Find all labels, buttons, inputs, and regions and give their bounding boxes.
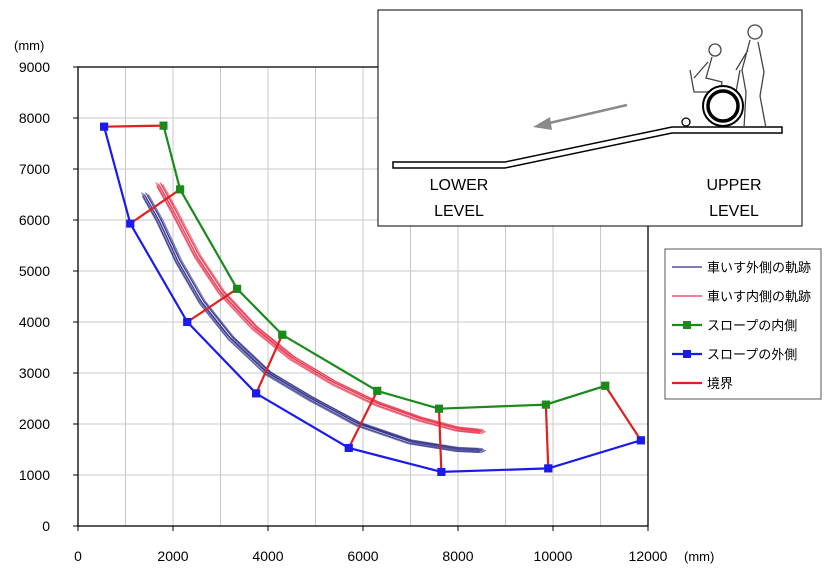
x-tick-label: 4000: [252, 548, 283, 564]
boundary-segment: [437, 408, 443, 472]
x-tick-label: 8000: [442, 548, 473, 564]
legend-label: 境界: [707, 377, 733, 392]
data-point-marker: [601, 381, 610, 390]
data-point-marker: [233, 284, 242, 293]
x-axis-unit: (mm): [684, 549, 714, 564]
legend-label: スロープの内側: [707, 318, 797, 334]
x-tick-label: 0: [74, 548, 82, 564]
trajectory-line: [142, 195, 480, 453]
x-tick-label: 10000: [534, 548, 573, 564]
data-point-marker: [435, 404, 443, 413]
trajectory-line: [145, 196, 483, 454]
boundary-segment: [186, 287, 238, 323]
data-point-marker: [544, 464, 553, 473]
x-tick-label: 2000: [157, 548, 188, 564]
data-point-marker: [126, 219, 135, 228]
boundary-segment: [544, 404, 550, 469]
legend-label: 車いす外側の軌跡: [707, 260, 811, 276]
legend-label: スロープの外側: [707, 348, 797, 363]
data-point-marker: [176, 185, 185, 194]
boundary-segment: [129, 188, 181, 225]
trajectory-line: [162, 184, 486, 433]
series-2-markers-top: [159, 121, 610, 413]
y-axis-ticks: 0 1000 2000 3000 4000 5000 6000 7000 8000 9000: [19, 59, 78, 534]
trajectory-line: [145, 192, 483, 450]
y-tick-label: 3000: [19, 365, 50, 381]
upper-level-label-line2: LEVEL: [709, 203, 759, 220]
trajectory-line: [141, 192, 479, 450]
ramp-shape: [392, 126, 783, 169]
data-point-marker: [252, 389, 261, 398]
wheelchair-with-attendant-icon: [681, 24, 767, 129]
trajectory-line: [147, 195, 485, 453]
upper-level-label-line1: UPPER: [706, 177, 761, 194]
y-tick-label: 0: [42, 518, 50, 534]
y-tick-label: 2000: [19, 416, 50, 432]
boundary-segment: [255, 334, 284, 394]
x-tick-label: 12000: [629, 548, 668, 564]
x-axis-ticks: 0 2000 4000 6000 8000 10000 12000: [74, 526, 668, 564]
series-layer: [100, 121, 645, 476]
y-tick-label: 4000: [19, 314, 50, 330]
data-point-marker: [373, 386, 382, 395]
y-axis-unit: (mm): [14, 38, 44, 53]
data-point-marker: [100, 122, 109, 131]
data-point-marker: [437, 467, 446, 476]
x-tick-label: 6000: [347, 548, 378, 564]
y-tick-label: 6000: [19, 212, 50, 228]
y-tick-label: 9000: [19, 59, 50, 75]
data-point-marker: [278, 330, 287, 339]
legend-label: 車いす内側の軌跡: [707, 289, 811, 305]
trajectory-line: [148, 194, 486, 452]
trajectory-line: [142, 196, 480, 454]
boundary-segment: [104, 124, 164, 128]
y-tick-label: 5000: [19, 263, 50, 279]
data-point-marker: [541, 400, 550, 409]
series-line: [103, 126, 642, 474]
data-point-marker: [159, 121, 168, 130]
lower-level-label-line1: LOWER: [430, 177, 489, 194]
series-1: [155, 182, 486, 435]
series-line: [162, 125, 606, 410]
y-tick-label: 8000: [19, 110, 50, 126]
series-4: [104, 124, 642, 472]
boundary-segment: [604, 385, 642, 441]
ramp-inset: LOWER LEVEL UPPER LEVEL: [377, 9, 803, 227]
arrow-down-slope-icon: [533, 103, 628, 130]
legend-marker: [683, 350, 691, 358]
boundary-segment: [347, 390, 379, 449]
trajectory-line: [156, 186, 480, 435]
lower-level-label-line2: LEVEL: [434, 203, 484, 220]
y-tick-label: 7000: [19, 161, 50, 177]
series-3-markers-top: [100, 122, 645, 476]
y-tick-label: 1000: [19, 467, 50, 483]
legend-marker: [683, 321, 691, 329]
data-point-marker: [183, 318, 192, 326]
trajectory-line: [159, 186, 483, 435]
data-point-marker: [636, 436, 645, 445]
data-point-marker: [344, 443, 353, 452]
